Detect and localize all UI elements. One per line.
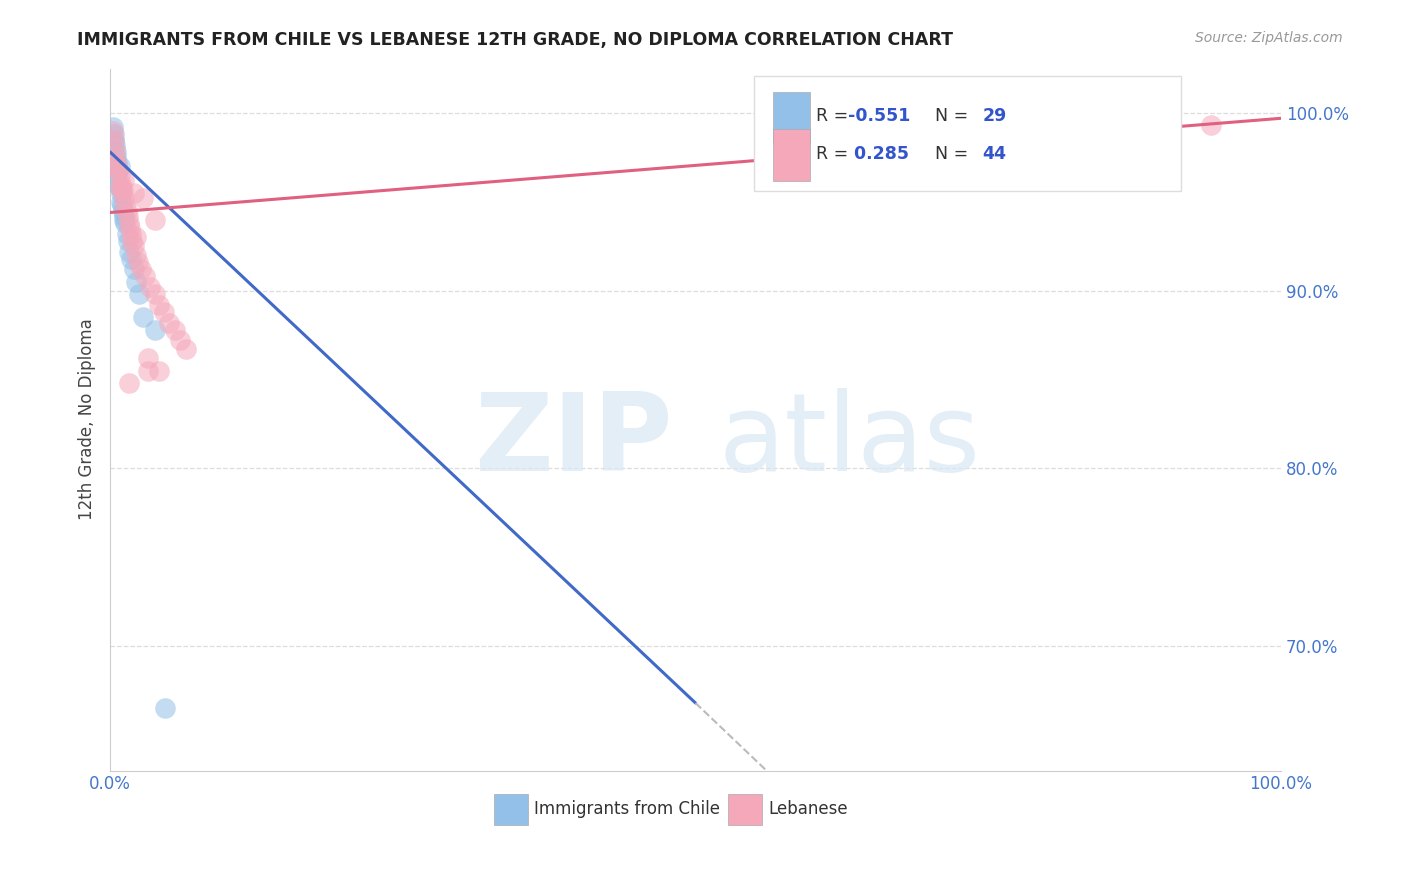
Point (125, 248, 148, 262)
Point (136, 364, 159, 378)
Point (105, 159, 128, 173)
FancyBboxPatch shape (754, 76, 1181, 192)
Text: N =: N = (924, 107, 973, 125)
Point (104, 137, 127, 152)
Point (129, 262, 152, 277)
Point (122, 186, 145, 200)
Text: R =: R = (815, 145, 853, 163)
Point (112, 209, 135, 223)
FancyBboxPatch shape (773, 129, 810, 181)
Point (112, 203, 135, 218)
Point (112, 191, 135, 205)
Point (115, 203, 138, 218)
Point (120, 221, 142, 235)
Point (107, 177, 129, 191)
Point (108, 180, 131, 194)
Text: 0.285: 0.285 (848, 145, 908, 163)
Point (110, 177, 132, 191)
Point (111, 180, 134, 194)
Point (143, 323, 166, 337)
Point (132, 191, 155, 205)
Point (127, 255, 149, 269)
Point (118, 376, 141, 391)
Point (134, 269, 156, 284)
Point (114, 198, 136, 212)
Point (103, 133, 125, 147)
FancyBboxPatch shape (773, 92, 810, 144)
Point (105, 145, 128, 159)
Point (163, 323, 186, 337)
Point (148, 364, 170, 378)
Point (117, 234, 139, 248)
Point (112, 173, 135, 187)
Point (120, 252, 142, 266)
Point (143, 287, 166, 301)
Text: atlas: atlas (718, 388, 981, 493)
Point (105, 168, 128, 182)
Point (174, 343, 197, 357)
Point (136, 351, 159, 366)
Text: IMMIGRANTS FROM CHILE VS LEBANESE 12TH GRADE, NO DIPLOMA CORRELATION CHART: IMMIGRANTS FROM CHILE VS LEBANESE 12TH G… (77, 31, 953, 49)
Text: ZIP: ZIP (474, 388, 672, 493)
Point (132, 310, 155, 325)
Point (105, 150, 128, 164)
Point (105, 155, 128, 169)
Point (107, 162, 129, 177)
FancyBboxPatch shape (494, 794, 529, 824)
Point (104, 150, 127, 164)
Text: 29: 29 (983, 107, 1007, 125)
Point (107, 162, 129, 177)
Point (121, 234, 143, 248)
Point (1094, 124, 1116, 138)
Point (110, 194, 132, 209)
Point (101, 124, 124, 138)
Point (108, 180, 131, 194)
Point (115, 227, 138, 241)
Text: Source: ZipAtlas.com: Source: ZipAtlas.com (1195, 31, 1343, 45)
Point (125, 230, 148, 244)
Point (122, 239, 145, 253)
Point (143, 212, 166, 227)
Point (103, 133, 125, 147)
Point (148, 298, 170, 312)
Y-axis label: 12th Grade, No Diploma: 12th Grade, No Diploma (79, 318, 96, 520)
Text: N =: N = (924, 145, 973, 163)
Point (114, 216, 136, 230)
Point (125, 275, 148, 289)
Text: Immigrants from Chile: Immigrants from Chile (534, 800, 720, 818)
Point (111, 198, 134, 212)
Point (120, 227, 142, 241)
Point (153, 305, 176, 319)
Point (105, 155, 128, 169)
Point (128, 287, 150, 301)
Point (101, 120, 124, 135)
Point (112, 184, 135, 198)
Text: Lebanese: Lebanese (768, 800, 848, 818)
Point (1199, 119, 1222, 133)
Point (118, 244, 141, 259)
Point (112, 212, 135, 227)
Point (169, 334, 191, 348)
FancyBboxPatch shape (728, 794, 762, 824)
Point (104, 141, 127, 155)
Point (110, 186, 132, 200)
Text: -0.551: -0.551 (848, 107, 910, 125)
Point (157, 316, 180, 330)
Point (103, 128, 125, 142)
Point (108, 168, 131, 182)
Point (117, 209, 139, 223)
Point (108, 159, 131, 173)
Point (153, 701, 176, 715)
Text: 44: 44 (983, 145, 1007, 163)
Point (118, 216, 141, 230)
Text: R =: R = (815, 107, 853, 125)
Point (122, 262, 145, 277)
Point (139, 280, 162, 294)
